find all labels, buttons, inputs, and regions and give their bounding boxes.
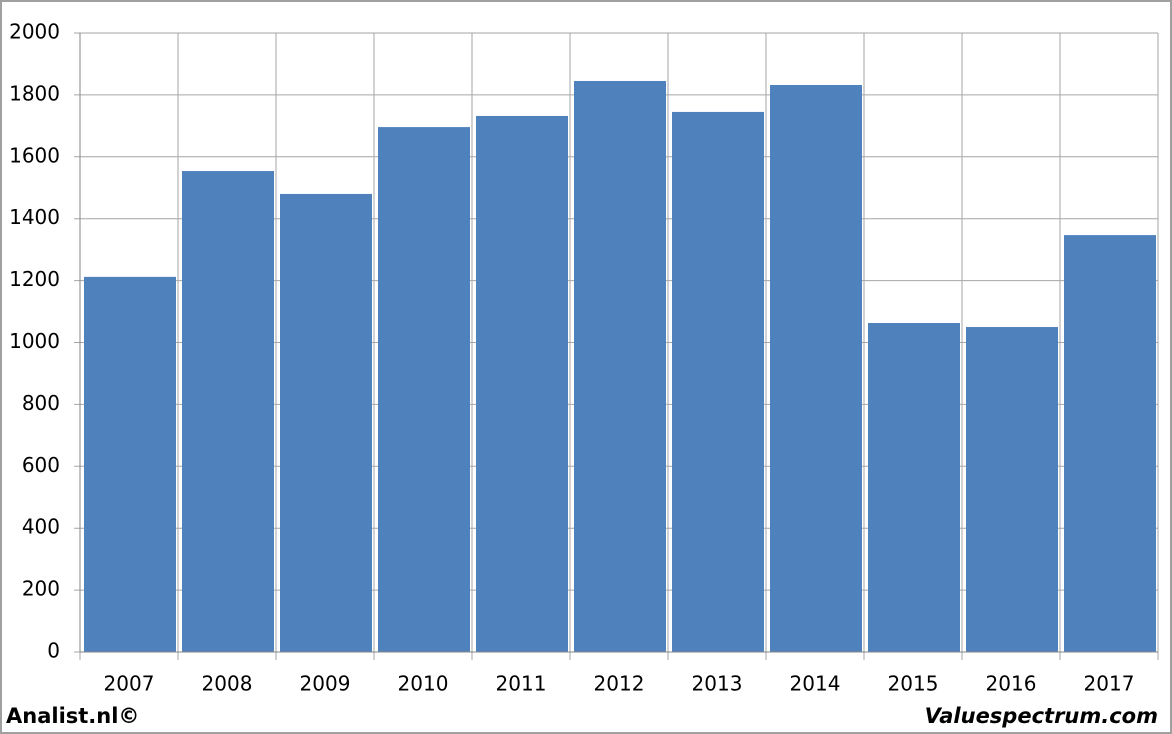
- y-tick-label: 1800: [9, 81, 60, 105]
- x-tick-label: 2013: [692, 672, 743, 696]
- x-tick-label: 2011: [496, 672, 547, 696]
- y-tick-label: 600: [22, 453, 60, 477]
- x-tick-label: 2017: [1084, 672, 1135, 696]
- bar: [868, 323, 960, 652]
- y-tick-label: 1400: [9, 205, 60, 229]
- y-tick-label: 1200: [9, 267, 60, 291]
- x-tick-label: 2015: [888, 672, 939, 696]
- y-tick-label: 400: [22, 515, 60, 539]
- bar: [476, 115, 568, 653]
- bar: [84, 276, 176, 652]
- bar: [378, 127, 470, 652]
- bar: [1064, 235, 1156, 652]
- x-tick-label: 2009: [300, 672, 351, 696]
- y-tick-label: 1600: [9, 143, 60, 167]
- footer-right: Valuespectrum.com: [925, 704, 1158, 728]
- bar: [280, 193, 372, 652]
- y-tick-label: 2000: [9, 20, 60, 44]
- x-tick-label: 2010: [398, 672, 449, 696]
- bar: [966, 327, 1058, 652]
- x-tick-label: 2008: [202, 672, 253, 696]
- bar: [770, 84, 862, 653]
- x-tick-label: 2016: [986, 672, 1037, 696]
- x-tick-label: 2007: [104, 672, 155, 696]
- x-tick-label: 2012: [594, 672, 645, 696]
- y-tick-label: 800: [22, 391, 60, 415]
- footer-left: Analist.nl©: [6, 704, 139, 728]
- bar: [182, 171, 274, 653]
- y-tick-label: 1000: [9, 329, 60, 353]
- y-tick-label: 200: [22, 577, 60, 601]
- x-tick-label: 2014: [790, 672, 841, 696]
- bar: [574, 80, 666, 652]
- bar: [672, 111, 764, 653]
- y-tick-label: 0: [47, 639, 60, 663]
